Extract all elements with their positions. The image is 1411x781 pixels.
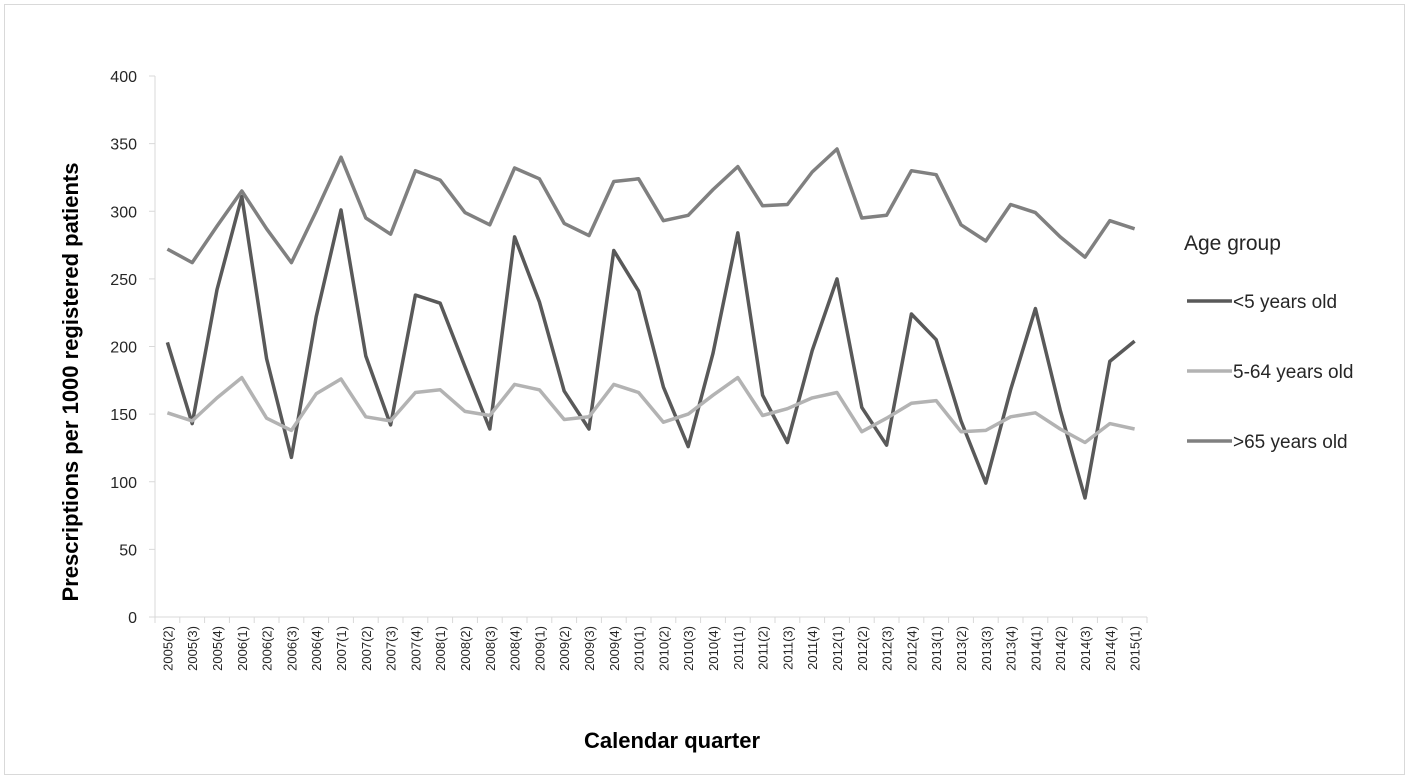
y-axis-title: Prescriptions per 1000 registered patien… xyxy=(58,163,83,602)
x-tick-label: 2014(3) xyxy=(1078,626,1093,671)
legend-label: >65 years old xyxy=(1233,432,1348,453)
x-axis-title: Calendar quarter xyxy=(584,728,760,753)
x-tick-label: 2006(1) xyxy=(235,626,250,671)
x-tick-label: 2008(3) xyxy=(483,626,498,671)
legend-title: Age group xyxy=(1184,232,1281,255)
x-tick-label: 2009(2) xyxy=(557,626,572,671)
x-tick-label: 2015(1) xyxy=(1128,626,1143,671)
legend: Age group <5 years old 5-64 years old >65 … xyxy=(1184,232,1353,453)
x-tick-label: 2005(3) xyxy=(185,626,200,671)
x-tick-label: 2006(4) xyxy=(309,626,324,671)
x-tick-label: 2008(2) xyxy=(458,626,473,671)
series-line-2 xyxy=(166,147,1136,265)
series-layer xyxy=(165,147,1136,500)
y-tick-label: 150 xyxy=(110,407,137,424)
y-tick-label: 400 xyxy=(110,69,137,86)
x-tick-label: 2009(1) xyxy=(532,626,547,671)
x-tick-label: 2011(1) xyxy=(731,626,746,670)
x-tick-label: 2012(3) xyxy=(880,626,895,671)
x-tick-label: 2014(2) xyxy=(1053,626,1068,671)
x-tick-label: 2013(2) xyxy=(954,626,969,671)
x-tick-label: 2007(3) xyxy=(384,626,399,671)
x-tick-label: 2012(1) xyxy=(830,626,845,671)
y-tick-label: 100 xyxy=(110,475,137,492)
x-tick-label: 2011(2) xyxy=(756,626,771,670)
y-tick-label: 0 xyxy=(128,610,137,627)
x-tick-label: 2011(3) xyxy=(780,626,795,670)
series-line-1 xyxy=(166,375,1135,445)
legend-label: 5-64 years old xyxy=(1233,362,1353,383)
legend-label: <5 years old xyxy=(1233,292,1337,313)
x-tick-label: 2007(4) xyxy=(408,626,423,671)
x-tick-label: 2010(1) xyxy=(632,626,647,671)
x-tick-label: 2013(4) xyxy=(1004,626,1019,671)
y-tick-label: 50 xyxy=(119,542,137,559)
x-tick-label: 2013(1) xyxy=(929,626,944,671)
y-tick-label: 350 xyxy=(110,137,137,154)
x-tick-label: 2012(4) xyxy=(904,626,919,671)
y-axis: 0 50 100 150 200 250 300 350 400 xyxy=(110,69,156,627)
x-tick-label: 2005(2) xyxy=(160,626,175,671)
x-tick-label: 2012(2) xyxy=(855,626,870,671)
x-tick-label: 2010(3) xyxy=(681,626,696,671)
x-tick-label: 2011(4) xyxy=(805,626,820,670)
x-tick-label: 2010(4) xyxy=(706,626,721,671)
x-tick-label: 2006(2) xyxy=(260,626,275,671)
x-tick-label: 2005(4) xyxy=(210,626,225,671)
x-tick-label: 2008(1) xyxy=(433,626,448,671)
y-tick-label: 300 xyxy=(110,204,137,221)
x-tick-label: 2014(1) xyxy=(1028,626,1043,671)
x-tick-label: 2007(1) xyxy=(334,626,349,671)
y-tick-label: 200 xyxy=(110,340,137,357)
x-tick-label: 2009(4) xyxy=(607,626,622,671)
x-tick-label: 2008(4) xyxy=(508,626,523,671)
x-tick-label: 2014(4) xyxy=(1103,626,1118,671)
x-axis: 2005(2) 2005(3) 2005(4) 2006(1) 2006(2) 2006(… xyxy=(154,616,1148,671)
series-line-0 xyxy=(165,194,1136,500)
x-tick-label: 2007(2) xyxy=(359,626,374,671)
x-tick-label: 2009(3) xyxy=(582,626,597,671)
x-tick-label: 2006(3) xyxy=(284,626,299,671)
x-tick-label: 2010(2) xyxy=(656,626,671,671)
y-tick-label: 250 xyxy=(110,272,137,289)
x-tick-label: 2013(3) xyxy=(979,626,994,671)
